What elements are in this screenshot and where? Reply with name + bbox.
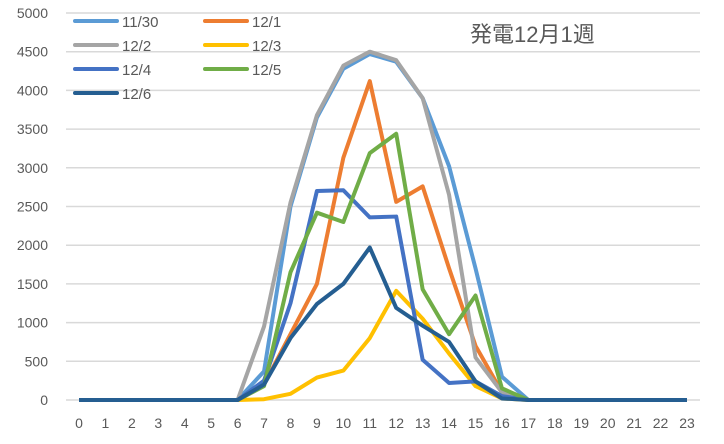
x-tick-label: 17	[521, 415, 537, 431]
legend-label: 12/4	[122, 62, 151, 79]
y-tick-label: 500	[25, 353, 49, 369]
x-tick-label: 11	[363, 415, 378, 431]
x-tick-label: 12	[388, 415, 404, 431]
y-tick-label: 4500	[17, 44, 48, 60]
series-line-12-2	[79, 49, 687, 402]
series-line-12-5	[79, 131, 687, 402]
series-line-12-4	[79, 188, 687, 402]
x-tick-label: 4	[181, 415, 189, 431]
y-tick-label: 2500	[17, 199, 48, 215]
x-tick-label: 0	[75, 415, 83, 431]
y-tick-label: 1500	[17, 276, 48, 292]
legend-label: 12/5	[252, 62, 281, 79]
x-tick-label: 5	[207, 415, 215, 431]
x-tick-label: 20	[600, 415, 616, 431]
x-tick-label: 22	[653, 415, 669, 431]
x-tick-label: 19	[573, 415, 589, 431]
y-tick-label: 3000	[17, 160, 48, 176]
legend-label: 12/6	[122, 86, 151, 103]
x-tick-label: 16	[494, 415, 510, 431]
y-tick-label: 2000	[17, 237, 48, 253]
series-line-11-30	[79, 52, 687, 402]
x-tick-label: 23	[679, 415, 695, 431]
x-tick-label: 18	[547, 415, 563, 431]
y-tick-label: 5000	[17, 5, 48, 21]
x-tick-label: 10	[336, 415, 352, 431]
legend-label: 12/1	[252, 14, 281, 31]
legend-label: 12/3	[252, 38, 281, 55]
y-tick-label: 0	[40, 392, 48, 408]
y-tick-label: 3500	[17, 121, 48, 137]
x-tick-label: 7	[260, 415, 268, 431]
x-tick-label: 2	[128, 415, 136, 431]
series-line-12-3	[79, 288, 687, 402]
x-tick-label: 14	[441, 415, 457, 431]
y-tick-label: 1000	[17, 315, 48, 331]
x-tick-label: 15	[468, 415, 484, 431]
x-tick-label: 8	[287, 415, 295, 431]
x-tick-label: 21	[626, 415, 642, 431]
x-tick-label: 1	[102, 415, 110, 431]
series-lines	[79, 49, 687, 402]
legend: 11/30 12/1 12/2 12/3 12/4 12/5 12/6	[73, 14, 281, 103]
x-tick-label: 3	[154, 415, 162, 431]
legend-label: 11/30	[122, 14, 158, 31]
chart-title: 発電12月1週	[470, 22, 595, 47]
gridlines	[66, 12, 700, 401]
series-line-12-6	[79, 245, 687, 402]
legend-label: 12/2	[122, 38, 151, 55]
x-tick-label: 13	[415, 415, 431, 431]
x-tick-label: 6	[234, 415, 242, 431]
y-tick-label: 4000	[17, 82, 48, 98]
y-axis-ticks: 0 500 1000 1500 2000 2500 3000 3500 4000 4500 5000	[17, 5, 48, 408]
x-tick-label: 9	[313, 415, 321, 431]
x-axis-ticks: 0 1 2 3 4 5 6 7 8 9 10 11 12 13 14 15 16 17 18 19 20 21 22 23	[75, 415, 695, 431]
